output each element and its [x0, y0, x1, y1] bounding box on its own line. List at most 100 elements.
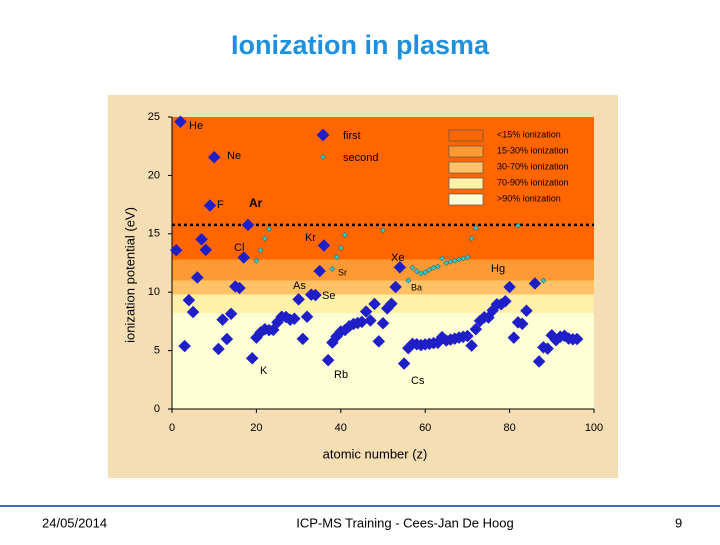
data-point — [253, 257, 260, 264]
data-point — [372, 335, 386, 348]
data-point — [190, 271, 204, 284]
data-point — [363, 314, 377, 327]
data-point — [376, 316, 390, 330]
data-point — [337, 244, 344, 251]
y-tick-label: 15 — [148, 228, 160, 240]
data-point — [532, 355, 546, 368]
band-legend-swatch — [448, 129, 484, 142]
ionization-band — [172, 259, 594, 281]
data-point — [212, 342, 225, 356]
data-point — [503, 280, 516, 294]
band-legend-swatch — [448, 145, 484, 158]
x-tick-label: 40 — [335, 422, 347, 434]
x-axis-label: atomic number (z) — [323, 446, 428, 461]
y-tick-label: 5 — [154, 345, 160, 357]
data-point — [261, 235, 268, 242]
footer-title: ICP-MS Training - Cees-Jan De Hoog — [296, 515, 513, 530]
data-point — [359, 305, 373, 318]
band-legend-label: <15% ionization — [497, 129, 561, 139]
data-point — [439, 255, 446, 262]
data-point — [329, 265, 336, 272]
band-legend-label: >90% ionization — [497, 193, 561, 203]
plot: 0 5 10 15 20 25 0 20 40 60 80 100 first second <15% io… — [148, 111, 603, 434]
data-point — [233, 281, 246, 295]
footer-rule — [0, 505, 720, 507]
x-tick-label: 60 — [419, 422, 431, 434]
data-point — [385, 297, 398, 311]
data-point — [321, 353, 335, 367]
data-point — [182, 293, 196, 307]
data-point — [472, 225, 479, 231]
element-label: Cs — [411, 375, 425, 387]
data-point — [389, 280, 403, 294]
x-tick-label: 80 — [503, 422, 515, 434]
y-tick-label: 0 — [154, 403, 160, 415]
element-label: Hg — [491, 263, 505, 275]
data-point — [309, 288, 322, 302]
band-legend-label: 15-30% ionization — [497, 145, 569, 155]
data-point — [465, 339, 478, 352]
y-tick-label: 10 — [148, 286, 160, 298]
data-point — [207, 150, 221, 164]
data-point — [313, 264, 327, 278]
data-point — [317, 239, 331, 252]
data-point — [422, 269, 429, 276]
page-number: 9 — [675, 515, 682, 530]
element-label: Ba — [411, 282, 422, 292]
data-point — [380, 227, 386, 234]
data-point — [434, 263, 441, 270]
legend-label: second — [343, 152, 378, 164]
element-label: As — [293, 280, 306, 292]
data-point — [220, 332, 234, 346]
data-point — [266, 226, 272, 233]
element-label: Xe — [391, 252, 404, 264]
ionization-band — [172, 117, 594, 260]
legend-marker — [316, 128, 330, 142]
data-point — [288, 312, 301, 326]
element-label: Rb — [334, 369, 348, 381]
y-axis-label: ionization potential (eV) — [122, 207, 137, 343]
element-label: He — [189, 120, 203, 132]
data-point — [368, 297, 381, 311]
data-point — [528, 277, 542, 290]
data-point — [507, 331, 521, 344]
data-point — [224, 307, 238, 321]
ionization-band — [172, 280, 594, 295]
band-legend-swatch — [448, 177, 484, 190]
data-point — [237, 251, 251, 264]
data-point — [515, 222, 521, 229]
data-point — [393, 260, 407, 274]
data-point — [540, 277, 547, 284]
data-point — [405, 277, 412, 284]
band-legend-swatch — [448, 193, 484, 206]
data-point — [469, 322, 483, 336]
element-label: Kr — [305, 232, 316, 244]
band-legend-swatch — [448, 161, 484, 174]
y-tick-label: 25 — [148, 111, 160, 123]
data-point — [296, 332, 310, 346]
data-point — [257, 247, 264, 254]
element-label: Sr — [338, 267, 347, 277]
data-point — [426, 267, 433, 273]
element-label: Cl — [234, 242, 244, 254]
x-tick-label: 0 — [169, 422, 175, 434]
data-point — [199, 243, 213, 257]
y-tick-label: 20 — [148, 169, 160, 181]
data-point — [413, 268, 420, 275]
legend-marker — [320, 154, 326, 160]
data-point — [169, 243, 183, 257]
data-point — [541, 342, 554, 355]
element-label: Ne — [227, 150, 241, 162]
data-point — [461, 329, 474, 343]
data-point — [300, 310, 314, 324]
data-point — [468, 235, 475, 242]
x-tick-label: 20 — [250, 422, 262, 434]
x-tick-label: 100 — [585, 422, 603, 434]
data-point — [241, 218, 255, 232]
data-point — [342, 232, 348, 238]
data-point — [178, 339, 192, 353]
slide-title: Ionization in plasma — [231, 30, 490, 60]
element-label: Ar — [249, 196, 263, 210]
data-point — [515, 317, 529, 331]
